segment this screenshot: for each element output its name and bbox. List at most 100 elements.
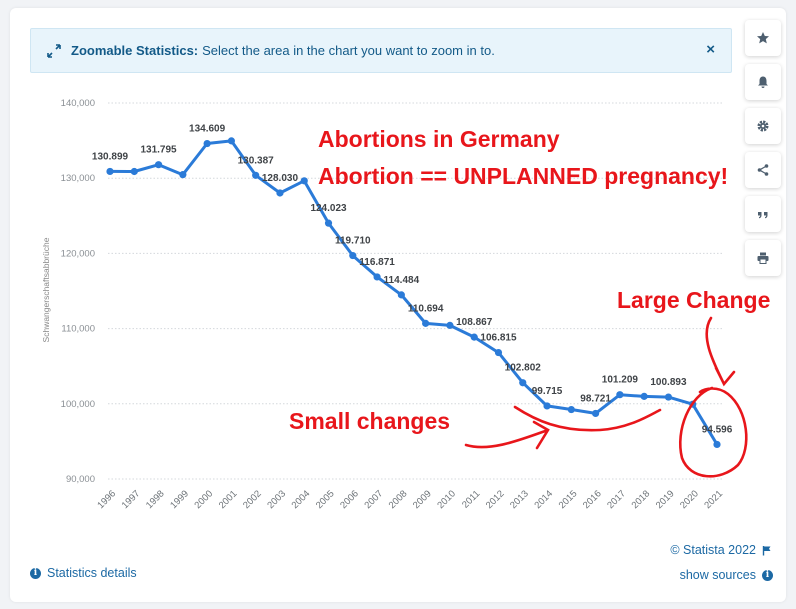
x-tick-label: 2017 [605,488,628,511]
expand-icon [47,43,61,58]
print-icon [757,252,769,264]
data-label: 98.721 [580,393,611,404]
x-tick-label: 1996 [95,488,118,511]
data-point[interactable] [519,379,527,387]
data-point[interactable] [713,440,721,449]
data-label: 99.715 [532,386,563,397]
large-change-circle [679,386,748,478]
data-label: 130.387 [238,155,275,166]
x-tick-label: 2011 [460,488,482,510]
annotation-title: Abortions in Germany [318,126,560,152]
x-axis-ticks: 1996 1997 1998 1999 2000 2001 2002 2003 2004 2005… [95,488,725,511]
y-axis-ticks: 90,000 100,000 110,000 120,000 130,000 140,00… [61,98,95,485]
statistics-details-link[interactable]: i Statistics details [30,566,137,580]
data-label: 108.867 [456,317,493,328]
chart-card [10,8,786,602]
x-tick-label: 2016 [581,488,604,511]
annotation-small-changes: Small changes [289,408,451,434]
settings-button[interactable] [745,108,781,144]
toolbar [745,20,781,284]
y-tick-label: 130,000 [61,173,95,184]
data-point[interactable] [227,137,235,145]
y-tick-label: 120,000 [61,248,95,259]
data-point[interactable] [397,291,405,299]
data-label: 106.815 [480,333,517,344]
data-point[interactable] [470,333,478,341]
data-label: 110.694 [408,303,444,314]
x-tick-label: 1997 [120,488,143,511]
favorite-button[interactable] [745,20,781,56]
data-point[interactable] [324,219,333,227]
x-tick-label: 2012 [484,488,507,511]
x-tick-label: 2007 [362,488,385,511]
x-tick-label: 2000 [193,488,216,511]
print-button[interactable] [745,240,781,276]
gear-icon [757,120,769,132]
data-point[interactable] [422,319,430,327]
x-tick-label: 2020 [678,488,701,511]
notification-button[interactable] [745,64,781,100]
data-point[interactable] [179,171,187,179]
data-point[interactable] [300,177,308,185]
copyright[interactable]: © Statista 2022 [670,543,772,557]
bell-icon [758,76,768,88]
data-point[interactable] [154,161,163,169]
data-point[interactable] [252,171,260,179]
data-label: 100.893 [650,377,687,388]
data-point[interactable] [567,405,575,414]
data-label: 128.030 [262,173,299,184]
x-tick-label: 2002 [241,488,264,511]
data-point[interactable] [446,321,454,329]
data-point[interactable] [106,167,114,176]
info-icon: i [30,567,41,579]
data-label: 114.484 [384,275,420,286]
data-point[interactable] [349,251,357,260]
data-point[interactable] [276,189,284,197]
x-tick-label: 2009 [411,488,434,511]
data-point[interactable] [616,391,624,399]
data-label: 102.802 [505,363,542,374]
x-tick-label: 2014 [532,488,555,511]
x-tick-label: 2019 [654,488,677,511]
y-tick-label: 110,000 [61,324,95,335]
data-point[interactable] [592,409,600,418]
quote-icon [758,212,768,219]
copyright-label: © Statista 2022 [670,543,756,557]
x-tick-label: 2021 [702,488,725,511]
x-tick-label: 2018 [630,488,653,511]
cite-button[interactable] [745,196,781,232]
data-point[interactable] [373,273,381,281]
data-point[interactable] [543,402,551,410]
flag-icon [762,545,771,555]
x-tick-label: 2010 [435,488,458,511]
y-axis-label: Schwangerschaftsabbrüche [41,237,51,342]
close-banner-button[interactable]: × [706,41,715,58]
small-changes-arrow [464,420,550,450]
data-point[interactable] [640,392,648,400]
share-button[interactable] [745,152,781,188]
data-label: 94.596 [702,424,733,435]
show-sources-label: show sources [679,568,756,582]
x-tick-label: 1999 [168,488,191,511]
annotation-subtitle: Abortion == UNPLANNED pregnancy! [318,163,729,189]
series-points [106,137,721,449]
data-point[interactable] [494,348,503,357]
show-sources-link[interactable]: show sources i [680,568,773,582]
y-tick-label: 100,000 [61,399,95,410]
data-label: 134.609 [189,124,226,135]
info-icon: i [762,569,773,581]
data-point[interactable] [130,167,138,176]
zoom-banner-text: Select the area in the chart you want to… [202,43,495,58]
chart-grid [108,102,722,480]
data-point[interactable] [203,139,211,148]
x-tick-label: 2004 [290,488,313,511]
data-label: 119.710 [335,236,371,247]
y-tick-label: 140,000 [61,98,95,109]
x-tick-label: 2005 [314,488,337,511]
x-tick-label: 2003 [265,488,288,511]
share-icon [757,164,769,176]
series-line [109,139,719,446]
data-point[interactable] [664,393,673,401]
x-tick-label: 2006 [338,488,361,511]
